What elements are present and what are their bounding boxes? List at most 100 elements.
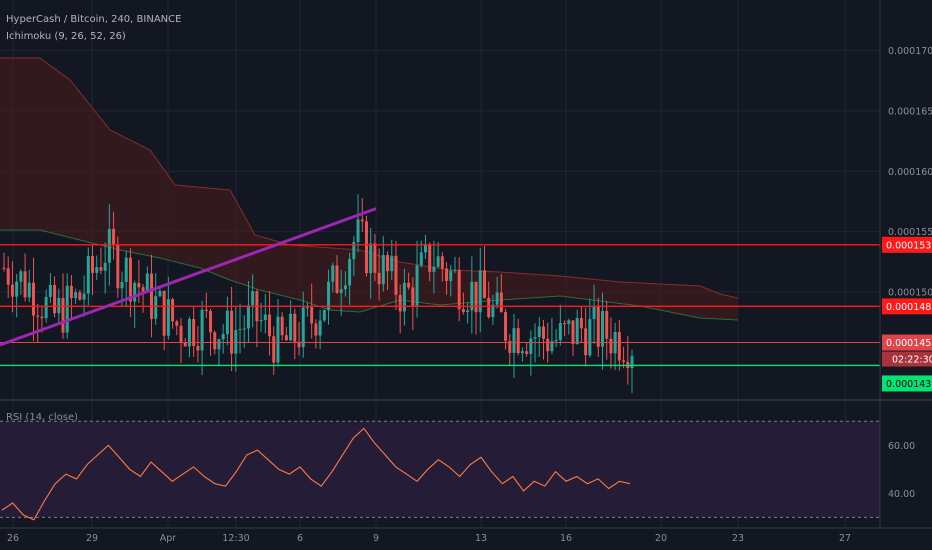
down-candle: [394, 255, 398, 295]
up-candle: [65, 285, 69, 333]
up-candle: [381, 255, 385, 285]
down-candle: [386, 255, 390, 272]
up-candle: [238, 329, 242, 331]
up-candle: [200, 309, 204, 351]
up-candle: [74, 292, 78, 299]
time-tick-label: 26: [7, 533, 19, 544]
down-candle: [457, 269, 461, 310]
down-candle: [617, 331, 621, 361]
down-candle: [297, 341, 301, 348]
resistance-price-label: 0.0001539: [886, 240, 932, 251]
down-candle: [78, 292, 82, 300]
up-candle: [533, 337, 537, 339]
down-candle: [445, 268, 449, 281]
down-candle: [204, 309, 208, 311]
down-candle: [609, 338, 613, 354]
up-candle: [289, 313, 293, 341]
up-candle: [318, 320, 322, 336]
resistance-price-tag: [882, 298, 932, 315]
down-candle: [6, 268, 10, 285]
trendline[interactable]: [0, 207, 377, 347]
down-candle: [335, 265, 339, 294]
current-price-tag: [882, 334, 932, 351]
up-candle: [550, 341, 554, 352]
up-candle: [15, 281, 19, 297]
down-candle: [183, 342, 187, 347]
down-candle: [596, 305, 600, 347]
down-candle: [487, 297, 491, 318]
up-candle: [436, 256, 440, 267]
time-tick-label: 6: [297, 533, 303, 544]
horizontal-levels: [0, 244, 880, 367]
down-candle: [23, 271, 27, 298]
up-candle: [120, 281, 124, 289]
down-candle: [10, 284, 14, 297]
indicator-legend[interactable]: Ichimoku (9, 26, 52, 26): [6, 31, 126, 42]
up-candle: [57, 297, 61, 314]
down-candle: [579, 318, 583, 329]
symbol-legend[interactable]: HyperCash / Bitcoin, 240, BINANCE: [6, 14, 182, 25]
down-candle: [546, 338, 550, 352]
down-candle: [474, 281, 478, 313]
time-tick-label: Apr: [160, 533, 177, 544]
support-price-label: 0.0001439: [886, 379, 932, 390]
countdown-label: 02:22:30: [892, 355, 932, 366]
down-candle: [32, 282, 36, 316]
up-candle: [512, 328, 516, 353]
down-candle: [622, 360, 626, 362]
down-candle: [141, 287, 145, 292]
rsi-pane: [0, 420, 880, 521]
down-candle: [116, 244, 120, 289]
down-candle: [171, 299, 175, 322]
up-candle: [27, 282, 31, 298]
up-candle: [322, 310, 326, 321]
down-candle: [284, 335, 288, 341]
down-candle: [360, 219, 364, 222]
up-candle: [343, 285, 347, 290]
down-candle: [2, 267, 6, 269]
up-candle: [251, 291, 255, 306]
down-candle: [112, 228, 116, 245]
time-tick-label: 27: [839, 533, 851, 544]
down-candle: [268, 314, 272, 337]
down-candle: [525, 351, 529, 354]
rsi-line: [1, 427, 631, 521]
rsi-legend[interactable]: RSI (14, close): [6, 412, 79, 423]
down-candle: [272, 336, 276, 363]
down-candle: [571, 320, 575, 344]
support-price-tag: [882, 375, 932, 392]
time-tick-label: 16: [560, 533, 572, 544]
rsi-band: [0, 421, 880, 518]
down-candle: [150, 273, 154, 319]
up-candle: [158, 291, 162, 297]
down-candle: [137, 283, 141, 288]
time-tick-label: 29: [86, 533, 98, 544]
time-tick-label: 23: [732, 533, 744, 544]
down-candle: [192, 319, 196, 346]
up-candle: [48, 284, 52, 297]
up-candle: [630, 356, 634, 369]
down-candle: [411, 287, 415, 306]
current-price-label: 0.0001458: [886, 338, 932, 349]
down-candle: [213, 332, 217, 350]
down-candle: [377, 272, 381, 285]
up-candle: [449, 270, 453, 281]
down-candle: [407, 282, 411, 288]
up-candle: [187, 319, 191, 347]
up-candle: [529, 338, 533, 354]
down-candle: [541, 326, 545, 339]
up-candle: [107, 228, 111, 263]
up-candle: [592, 305, 596, 320]
up-candle: [154, 296, 158, 319]
up-candle: [145, 273, 149, 292]
time-tick-label: 13: [475, 533, 487, 544]
down-candle: [499, 292, 503, 313]
up-candle: [305, 307, 309, 309]
up-candle: [588, 319, 592, 356]
down-candle: [440, 256, 444, 269]
down-candle: [53, 284, 57, 314]
time-tick-label: 12:30: [222, 533, 249, 544]
up-candle: [95, 267, 99, 273]
